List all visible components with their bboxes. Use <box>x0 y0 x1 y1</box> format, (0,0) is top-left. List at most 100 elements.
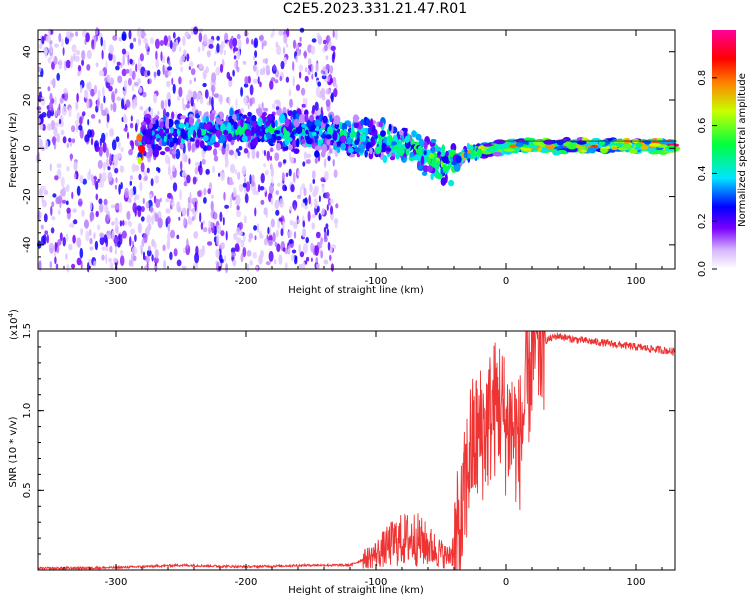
signal-blob <box>520 147 529 151</box>
noise-blob <box>182 35 186 47</box>
signal-blob <box>354 147 361 153</box>
noise-blob <box>332 159 335 167</box>
noise-blob <box>334 220 338 229</box>
noise-blob <box>82 111 86 117</box>
noise-blob <box>137 37 142 46</box>
noise-blob <box>251 174 255 184</box>
noise-blob <box>250 180 255 187</box>
noise-blob <box>247 104 250 110</box>
signal-blob <box>443 164 448 173</box>
noise-blob <box>76 185 81 196</box>
noise-blob <box>186 53 190 62</box>
noise-blob <box>258 254 263 265</box>
signal-blob <box>138 144 146 154</box>
signal-blob <box>242 114 248 119</box>
noise-blob <box>73 160 78 171</box>
noise-blob <box>143 170 148 177</box>
signal-blob <box>332 131 338 141</box>
noise-blob <box>50 227 55 234</box>
noise-blob <box>164 99 168 109</box>
noise-blob <box>235 98 238 109</box>
noise-blob <box>303 187 307 197</box>
signal-blob <box>416 150 423 156</box>
noise-blob <box>220 242 225 250</box>
noise-blob <box>243 148 249 154</box>
signal-blob <box>252 120 257 129</box>
noise-blob <box>155 50 158 61</box>
noise-blob <box>289 219 294 226</box>
signal-blob <box>629 149 638 154</box>
signal-blob <box>190 137 195 142</box>
signal-blob <box>647 148 657 153</box>
noise-blob <box>75 55 80 63</box>
noise-blob <box>149 193 153 200</box>
signal-blob <box>347 136 352 145</box>
signal-blob <box>235 112 240 121</box>
noise-blob <box>330 205 333 215</box>
noise-blob <box>55 263 59 270</box>
noise-blob <box>198 32 203 43</box>
x-tick-label: -200 <box>235 577 258 588</box>
noise-blob <box>232 69 235 77</box>
noise-blob <box>72 234 76 244</box>
noise-blob <box>112 102 117 113</box>
noise-blob <box>53 55 58 65</box>
noise-blob <box>132 202 137 213</box>
noise-blob <box>194 161 200 167</box>
noise-blob <box>94 175 97 187</box>
noise-blob <box>73 173 77 180</box>
noise-blob <box>190 26 195 36</box>
noise-blob <box>331 53 335 63</box>
noise-blob <box>232 259 237 267</box>
signal-blob <box>369 118 374 128</box>
noise-blob <box>118 184 121 195</box>
noise-blob <box>298 64 304 72</box>
noise-blob <box>76 257 82 266</box>
noise-blob <box>97 89 101 100</box>
noise-blob <box>320 106 323 114</box>
signal-blob <box>353 121 359 129</box>
noise-blob <box>54 109 58 117</box>
signal-blob <box>145 129 152 138</box>
y-tick-label: 1.5 <box>22 323 33 339</box>
noise-blob <box>264 149 266 157</box>
signal-blob <box>552 150 561 156</box>
noise-blob <box>197 46 201 53</box>
noise-blob <box>188 158 191 165</box>
noise-blob <box>134 96 137 107</box>
noise-blob <box>254 60 257 65</box>
noise-blob <box>317 35 323 45</box>
noise-blob <box>212 86 215 97</box>
noise-blob <box>260 173 265 184</box>
noise-blob <box>243 96 248 104</box>
signal-blob <box>380 130 386 137</box>
noise-blob <box>218 94 223 103</box>
noise-blob <box>210 221 214 229</box>
signal-blob <box>178 123 186 129</box>
noise-blob <box>90 88 95 97</box>
noise-blob <box>275 106 280 111</box>
noise-blob <box>225 157 229 167</box>
noise-blob <box>197 190 202 197</box>
noise-blob <box>105 214 110 224</box>
noise-blob <box>235 200 238 206</box>
noise-blob <box>297 170 301 177</box>
noise-blob <box>313 186 318 197</box>
noise-blob <box>273 259 277 265</box>
snr-x-ticks: -300 -200 -100 0 100 <box>37 331 663 588</box>
noise-blob <box>216 224 221 235</box>
noise-blob <box>124 79 128 91</box>
signal-blob <box>421 171 428 177</box>
noise-blob <box>236 205 240 211</box>
noise-blob <box>275 229 279 238</box>
noise-blob <box>274 152 280 161</box>
noise-blob <box>288 239 294 245</box>
signal-blob <box>271 119 276 130</box>
signal-blob <box>244 128 252 136</box>
noise-blob <box>230 163 236 174</box>
noise-blob <box>70 153 73 162</box>
noise-blob <box>119 249 124 256</box>
noise-blob <box>75 100 79 111</box>
signal-blob <box>515 142 524 147</box>
signal-blob <box>427 165 433 173</box>
